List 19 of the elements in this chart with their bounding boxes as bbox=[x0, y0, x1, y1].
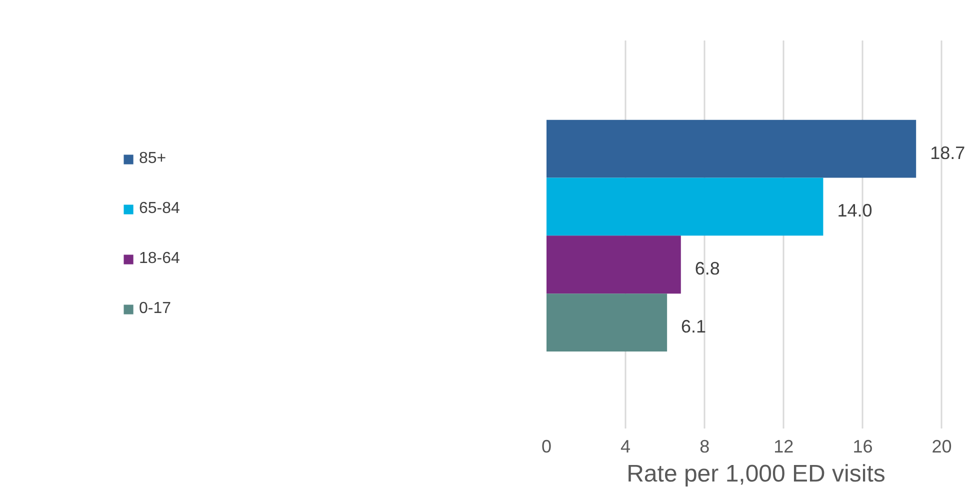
x-tick-label: 8 bbox=[700, 436, 710, 456]
legend-label: 18-64 bbox=[139, 250, 180, 268]
x-tick-label: 16 bbox=[852, 436, 873, 456]
data-label: 14.0 bbox=[837, 200, 872, 221]
bar bbox=[546, 178, 824, 236]
x-tick-label: 20 bbox=[932, 436, 952, 456]
bar bbox=[546, 294, 668, 352]
legend-label: 0-17 bbox=[139, 300, 172, 318]
bar bbox=[546, 120, 916, 178]
legend-label: 65-84 bbox=[139, 200, 180, 218]
legend-label: 85+ bbox=[139, 150, 166, 168]
data-label: 18.7 bbox=[930, 142, 966, 163]
bar bbox=[546, 236, 681, 294]
x-axis-title: Rate per 1,000 ED visits bbox=[626, 460, 886, 488]
data-label: 6.8 bbox=[694, 258, 720, 279]
x-tick-label: 0 bbox=[541, 436, 552, 456]
x-tick-label: 12 bbox=[774, 436, 794, 456]
data-label: 6.1 bbox=[681, 316, 706, 337]
x-tick-label: 4 bbox=[620, 436, 631, 456]
